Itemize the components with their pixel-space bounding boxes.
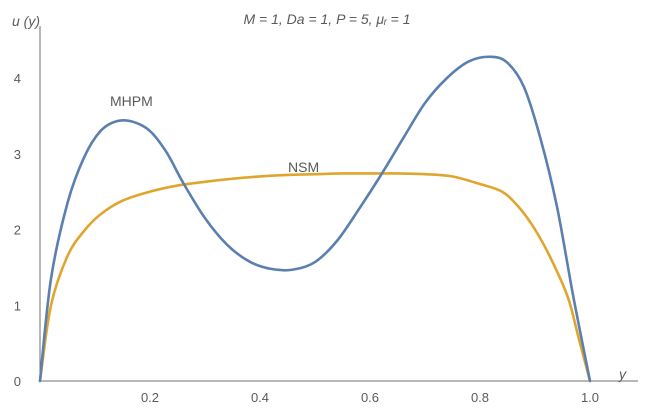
y-tick-label: 2 — [14, 223, 21, 238]
x-tick-label: 1.0 — [581, 390, 599, 405]
y-axis-label: u (y) — [12, 13, 40, 29]
x-axis-label: y — [618, 366, 627, 382]
series-labels: MHPM NSM — [110, 93, 319, 175]
axes: u (y) y M = 1, Da = 1, P = 5, μᵣ = 1 — [12, 11, 638, 382]
x-tick-label: 0.8 — [471, 390, 489, 405]
series-line-mhpm — [38, 55, 592, 383]
x-tick-label: 0.4 — [251, 390, 269, 405]
series-label-mhpm: MHPM — [110, 93, 153, 109]
series-line-nsm — [38, 172, 592, 383]
x-tick-label: 0.6 — [361, 390, 379, 405]
series-lines — [38, 55, 592, 383]
y-tick-label: 1 — [14, 298, 21, 313]
y-tick-label: 4 — [14, 71, 21, 86]
tick-labels: 0.2 0.4 0.6 0.8 1.0 0 1 2 3 4 — [14, 71, 599, 405]
y-tick-label: 3 — [14, 147, 21, 162]
chart-title: M = 1, Da = 1, P = 5, μᵣ = 1 — [243, 11, 410, 27]
y-tick-label: 0 — [14, 374, 21, 389]
series-label-nsm: NSM — [288, 159, 319, 175]
x-tick-label: 0.2 — [141, 390, 159, 405]
